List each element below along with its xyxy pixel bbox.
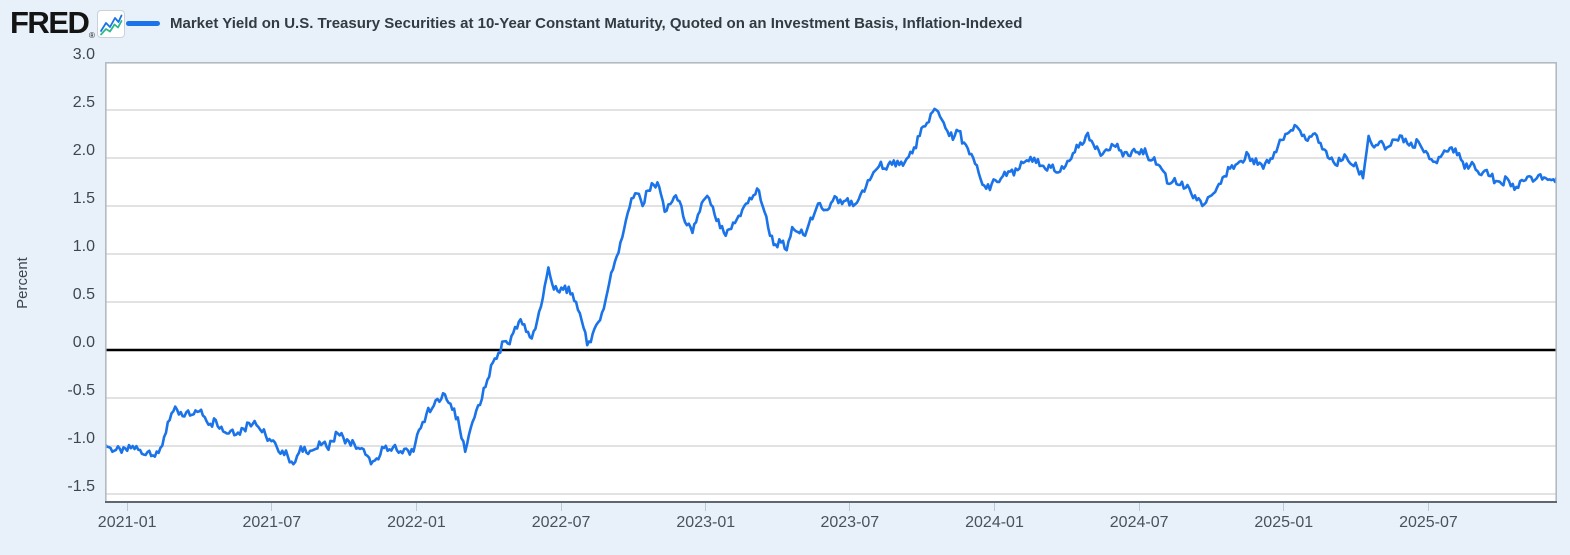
- x-tick-mark-2022-01: [415, 503, 417, 511]
- y-tick-label-1.0: 1.0: [72, 238, 95, 255]
- x-tick-mark-2022-07: [560, 503, 562, 511]
- x-tick-mark-2021-07: [271, 503, 273, 511]
- x-tick-label-2022-07: 2022-07: [531, 514, 591, 531]
- x-tick-mark-2023-07: [849, 503, 851, 511]
- legend-line-swatch: [126, 21, 160, 26]
- fred-logo: FRED: [10, 5, 90, 40]
- x-tick-mark-2025-01: [1283, 503, 1285, 511]
- y-tick-label-0.0: 0.0: [72, 334, 95, 351]
- y-tick-label-2.5: 2.5: [72, 94, 95, 111]
- y-tick-label-1.5: 1.5: [72, 190, 95, 207]
- x-tick-label-2023-07: 2023-07: [820, 514, 880, 531]
- x-tick-label-2025-01: 2025-01: [1254, 514, 1314, 531]
- x-tick-mark-2024-01: [993, 503, 995, 511]
- plot-area[interactable]: [105, 62, 1557, 503]
- y-tick-label--1.5: -1.5: [67, 478, 95, 495]
- y-tick-label-0.5: 0.5: [72, 286, 95, 303]
- x-tick-mark-2023-01: [705, 503, 707, 511]
- x-tick-mark-2024-07: [1138, 503, 1140, 511]
- y-tick-label-3.0: 3.0: [72, 46, 95, 63]
- x-tick-mark-2025-07: [1427, 503, 1429, 511]
- y-tick-label--1.0: -1.0: [67, 430, 95, 447]
- y-tick-label-2.0: 2.0: [72, 142, 95, 159]
- y-tick-label--0.5: -0.5: [67, 382, 95, 399]
- line-chart-canvas: [105, 62, 1557, 503]
- x-tick-label-2022-01: 2022-01: [387, 514, 446, 531]
- x-tick-label-2025-07: 2025-07: [1399, 514, 1458, 531]
- x-tick-label-2021-01: 2021-01: [97, 514, 157, 531]
- x-tick-mark-2021-01: [126, 503, 128, 511]
- x-tick-label-2023-01: 2023-01: [676, 514, 736, 531]
- series-legend-label: Market Yield on U.S. Treasury Securities…: [170, 15, 1023, 32]
- registered-mark-icon: ®: [89, 31, 95, 40]
- fred-sparkline-icon: [97, 10, 125, 38]
- x-tick-label-2024-07: 2024-07: [1109, 514, 1169, 531]
- x-tick-label-2021-07: 2021-07: [242, 514, 302, 531]
- x-tick-label-2024-01: 2024-01: [965, 514, 1024, 531]
